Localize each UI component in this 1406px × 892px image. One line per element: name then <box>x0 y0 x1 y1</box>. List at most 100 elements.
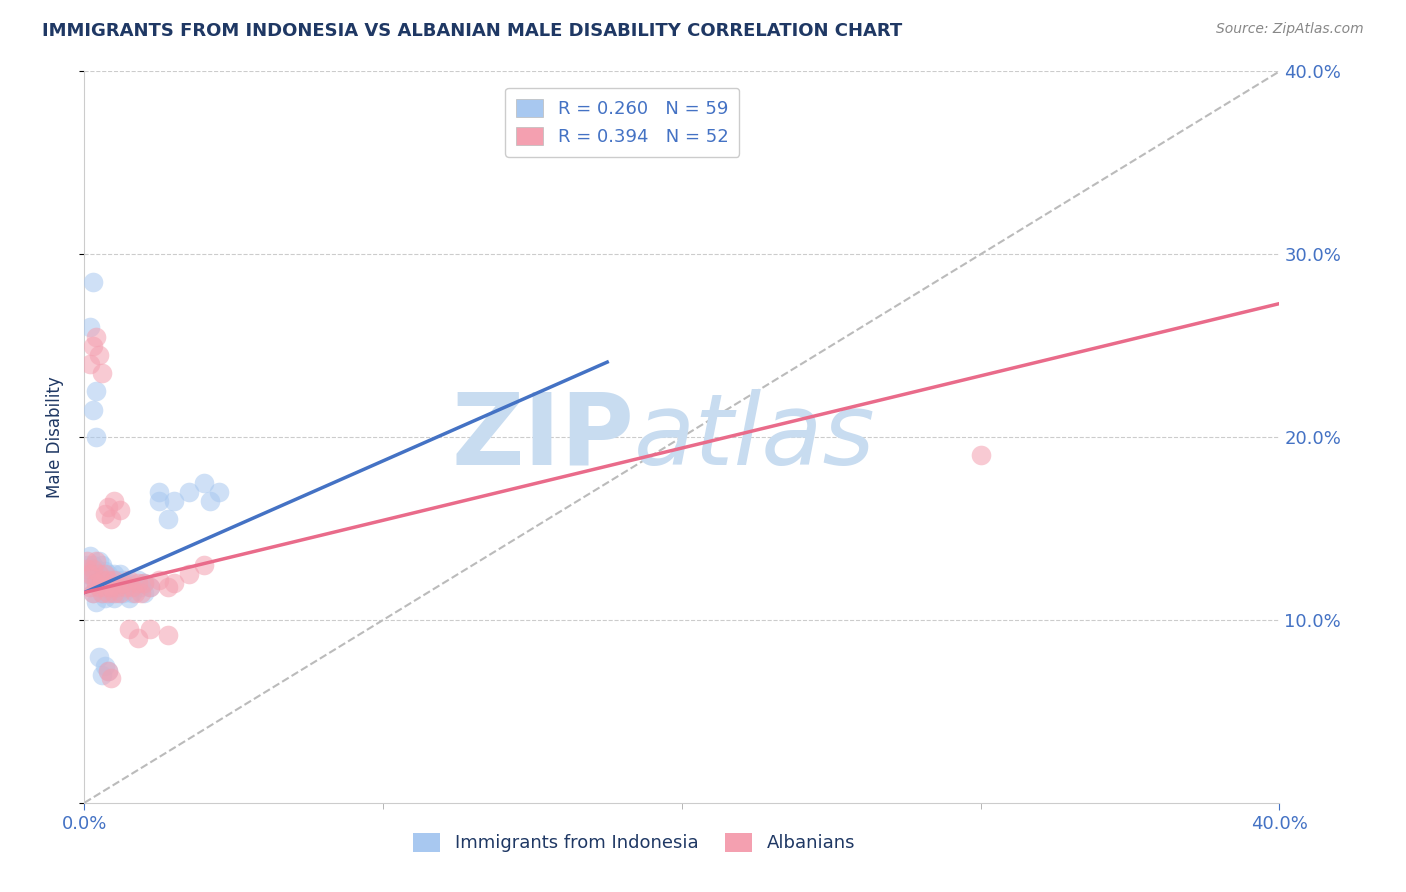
Point <box>129 580 152 594</box>
Point <box>76 562 98 576</box>
Point <box>163 494 186 508</box>
Point <box>91 573 114 587</box>
Point <box>82 567 104 582</box>
Point <box>94 564 117 578</box>
Point <box>118 576 141 591</box>
Point <box>91 573 114 587</box>
Point <box>94 507 117 521</box>
Point <box>163 576 186 591</box>
Point <box>82 585 104 599</box>
Point <box>177 485 200 500</box>
Point <box>103 580 125 594</box>
Text: ZIP: ZIP <box>451 389 634 485</box>
Point <box>127 573 149 587</box>
Point <box>115 580 138 594</box>
Point <box>94 567 117 582</box>
Point <box>97 664 120 678</box>
Point <box>105 585 128 599</box>
Point <box>100 672 122 686</box>
Point <box>97 500 120 514</box>
Point <box>89 348 111 362</box>
Point <box>139 580 162 594</box>
Point <box>118 622 141 636</box>
Point <box>91 558 114 573</box>
Point <box>97 567 120 582</box>
Point <box>177 567 200 582</box>
Point <box>86 594 108 608</box>
Point <box>132 576 156 591</box>
Point <box>193 475 215 490</box>
Point <box>82 562 104 576</box>
Point <box>86 430 108 444</box>
Point <box>91 585 114 599</box>
Point <box>139 580 162 594</box>
Point <box>86 329 108 343</box>
Point <box>121 585 143 599</box>
Point <box>76 554 98 568</box>
Point <box>94 580 117 594</box>
Point <box>127 632 149 646</box>
Point <box>103 591 125 605</box>
Text: IMMIGRANTS FROM INDONESIA VS ALBANIAN MALE DISABILITY CORRELATION CHART: IMMIGRANTS FROM INDONESIA VS ALBANIAN MA… <box>42 22 903 40</box>
Point <box>86 576 108 591</box>
Point <box>198 494 221 508</box>
Point <box>86 576 108 591</box>
Point <box>86 554 108 568</box>
Point <box>91 667 114 681</box>
Point <box>129 585 152 599</box>
Point <box>79 580 101 594</box>
Point <box>148 494 170 508</box>
Point <box>193 558 215 573</box>
Point <box>97 664 120 678</box>
Point <box>132 585 156 599</box>
Text: atlas: atlas <box>634 389 876 485</box>
Point <box>110 567 132 582</box>
Point <box>91 366 114 380</box>
Point <box>112 576 135 591</box>
Point <box>82 558 104 573</box>
Point <box>157 512 180 526</box>
Point <box>157 627 180 641</box>
Point <box>79 567 101 582</box>
Point <box>76 558 98 573</box>
Point <box>89 580 111 594</box>
Point <box>103 494 125 508</box>
Point <box>82 585 104 599</box>
Point <box>79 576 101 591</box>
Point <box>89 554 111 568</box>
Point <box>79 357 101 371</box>
Point <box>127 576 149 591</box>
Point <box>94 591 117 605</box>
Point <box>94 576 117 591</box>
Point <box>110 503 132 517</box>
Point <box>91 585 114 599</box>
Point <box>100 580 122 594</box>
Point <box>97 585 120 599</box>
Point <box>110 585 132 599</box>
Legend: Immigrants from Indonesia, Albanians: Immigrants from Indonesia, Albanians <box>406 826 862 860</box>
Point <box>79 320 101 334</box>
Point <box>124 585 146 599</box>
Point <box>139 622 162 636</box>
Y-axis label: Male Disability: Male Disability <box>45 376 63 498</box>
Point <box>105 573 128 587</box>
Point <box>112 585 135 599</box>
Text: Source: ZipAtlas.com: Source: ZipAtlas.com <box>1216 22 1364 37</box>
Point <box>112 573 135 587</box>
Point <box>115 580 138 594</box>
Point <box>89 649 111 664</box>
Point <box>89 567 111 582</box>
Point <box>105 580 128 594</box>
Point <box>82 275 104 289</box>
Point <box>208 485 231 500</box>
Point <box>110 580 132 594</box>
Point <box>103 585 125 599</box>
Point <box>76 567 98 582</box>
Point <box>148 573 170 587</box>
Point <box>148 485 170 500</box>
Point <box>89 580 111 594</box>
Point <box>82 402 104 417</box>
Point <box>100 512 122 526</box>
Point <box>79 549 101 563</box>
Point <box>86 562 108 576</box>
